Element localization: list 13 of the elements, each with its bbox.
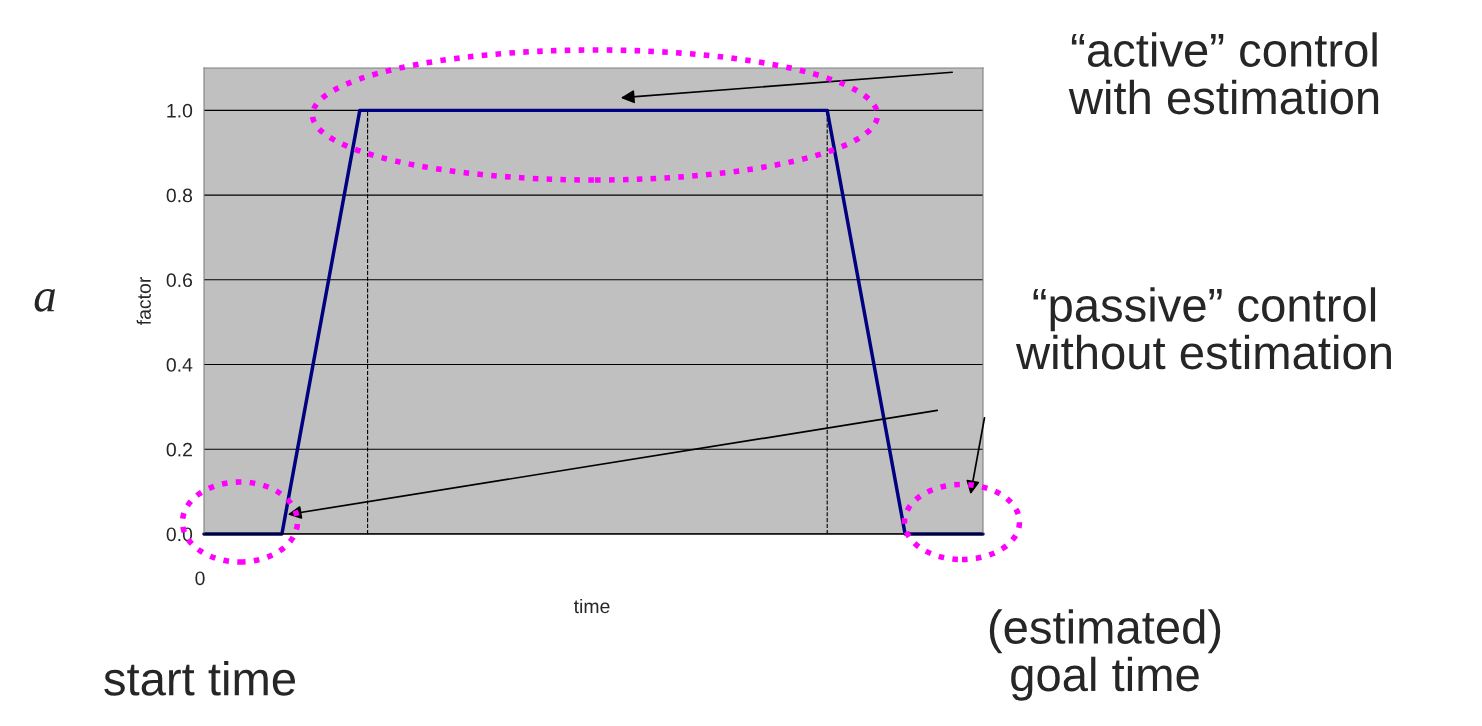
- y-tick-label: 1.0: [167, 103, 193, 118]
- y-axis-title: factor: [136, 277, 151, 326]
- text: a: [34, 289, 56, 312]
- text: 0: [195, 571, 205, 586]
- text: “passive” control without estimation: [1015, 287, 1391, 370]
- y-tick-label: 0.4: [166, 358, 193, 372]
- text: (estimated) goal time: [989, 609, 1221, 701]
- text: start time: [104, 660, 295, 696]
- y-tick-label: 0.2: [166, 442, 192, 457]
- text: “active” control with estimation: [1068, 32, 1379, 115]
- y-tick-label: 0.6: [166, 273, 193, 288]
- y-tick-label: 0.8: [166, 188, 193, 203]
- x-axis-title: time: [573, 598, 610, 614]
